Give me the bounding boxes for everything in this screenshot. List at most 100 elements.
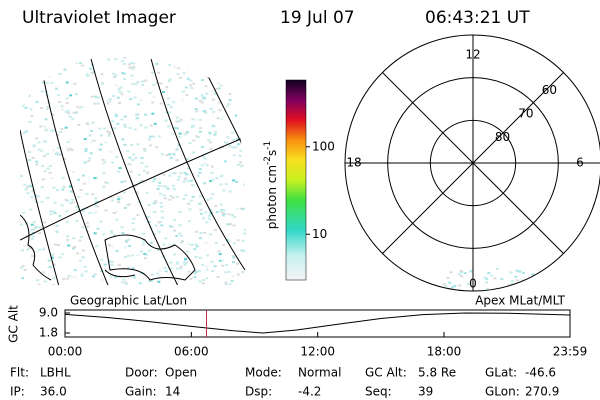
pixel bbox=[240, 132, 244, 135]
pixel bbox=[81, 256, 85, 259]
pixel bbox=[194, 270, 198, 273]
pixel bbox=[47, 75, 51, 78]
tick-label: 10 bbox=[312, 227, 327, 241]
pixel bbox=[111, 161, 115, 164]
pixel bbox=[66, 238, 70, 241]
pixel bbox=[226, 136, 230, 139]
pixel bbox=[239, 94, 243, 97]
pixel bbox=[55, 189, 59, 192]
pixel bbox=[507, 284, 511, 287]
pixel bbox=[46, 105, 50, 108]
pixel bbox=[487, 271, 491, 274]
pixel bbox=[201, 263, 205, 266]
pixel bbox=[71, 247, 75, 250]
pixel bbox=[515, 279, 519, 282]
pixel bbox=[233, 215, 237, 218]
pixel bbox=[132, 217, 136, 220]
pixel bbox=[234, 146, 238, 149]
pixel bbox=[62, 185, 66, 188]
pixel bbox=[95, 245, 99, 248]
pixel bbox=[98, 127, 102, 130]
pixel bbox=[35, 160, 39, 163]
pixel bbox=[87, 160, 91, 163]
pixel bbox=[139, 124, 143, 127]
pixel bbox=[211, 125, 215, 128]
pixel bbox=[67, 112, 71, 115]
pixel bbox=[176, 73, 180, 76]
pixel bbox=[543, 280, 547, 283]
pixel bbox=[230, 280, 234, 283]
pixel bbox=[146, 171, 150, 174]
pixel bbox=[136, 214, 140, 217]
pixel bbox=[128, 126, 132, 129]
pixel bbox=[114, 113, 118, 116]
pixel bbox=[43, 170, 47, 173]
pixel bbox=[22, 211, 26, 214]
pixel bbox=[531, 273, 535, 276]
pixel bbox=[138, 180, 142, 183]
label-part: -2 bbox=[263, 156, 273, 165]
pixel bbox=[228, 57, 232, 60]
lat-ring bbox=[387, 77, 559, 249]
pixel bbox=[198, 195, 202, 198]
pixel bbox=[463, 272, 467, 275]
pixel bbox=[155, 146, 159, 149]
pixel bbox=[120, 91, 124, 94]
pixel bbox=[543, 270, 547, 273]
pixel bbox=[219, 203, 223, 206]
pixel bbox=[160, 58, 164, 61]
emission-pixels bbox=[20, 56, 246, 285]
pixel bbox=[461, 291, 464, 293]
pixel bbox=[219, 175, 223, 178]
pixel bbox=[192, 151, 196, 154]
pixel bbox=[115, 211, 119, 214]
pixel bbox=[168, 64, 172, 67]
pixel bbox=[120, 118, 124, 121]
map-grid bbox=[20, 56, 246, 285]
pixel bbox=[50, 129, 54, 132]
pixel bbox=[124, 126, 128, 129]
pixel bbox=[119, 86, 123, 89]
pixel bbox=[100, 258, 104, 261]
field-label: IP: bbox=[10, 385, 25, 399]
pixel bbox=[175, 262, 179, 265]
pixel bbox=[128, 156, 132, 159]
pixel bbox=[211, 110, 215, 113]
pixel bbox=[485, 277, 489, 280]
pixel bbox=[38, 79, 42, 82]
pixel bbox=[135, 117, 139, 120]
pixel bbox=[234, 67, 238, 70]
pixel bbox=[123, 124, 127, 127]
pixel bbox=[27, 94, 31, 97]
pixel bbox=[450, 286, 454, 289]
pixel bbox=[122, 72, 126, 75]
pixel bbox=[235, 262, 239, 265]
pixel bbox=[444, 284, 448, 287]
pixel bbox=[29, 108, 33, 111]
field-value: 5.8 Re bbox=[418, 366, 456, 380]
pixel bbox=[225, 142, 229, 145]
pixel bbox=[71, 117, 75, 120]
pixel bbox=[23, 183, 27, 186]
pixel bbox=[149, 124, 153, 127]
pixel bbox=[39, 79, 43, 82]
pixel bbox=[45, 108, 49, 111]
pixel bbox=[124, 246, 128, 249]
pixel bbox=[54, 67, 58, 70]
pixel bbox=[116, 122, 120, 125]
pixel bbox=[236, 143, 240, 146]
pixel bbox=[183, 178, 187, 181]
pixel bbox=[132, 62, 136, 65]
field-label: GC Alt: bbox=[365, 366, 407, 380]
pixel bbox=[106, 130, 110, 133]
pixel bbox=[179, 118, 183, 121]
pixel bbox=[57, 244, 61, 247]
pixel bbox=[113, 76, 117, 79]
label-part: s bbox=[265, 150, 279, 156]
pixel bbox=[86, 56, 90, 58]
pixel bbox=[165, 86, 169, 89]
pixel bbox=[172, 101, 176, 104]
pixel bbox=[82, 174, 86, 177]
pixel bbox=[150, 71, 154, 74]
pixel bbox=[91, 193, 95, 196]
